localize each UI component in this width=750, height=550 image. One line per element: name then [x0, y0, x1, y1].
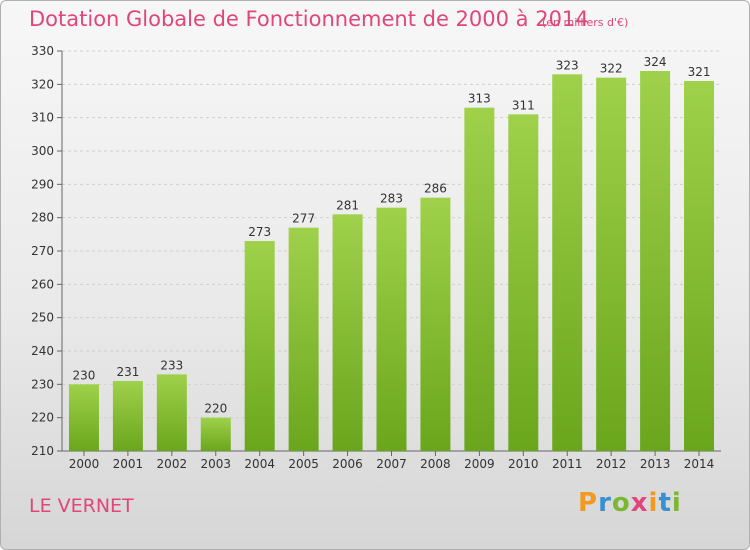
x-tick-label: 2013 [640, 457, 671, 471]
x-tick-label: 2014 [684, 457, 715, 471]
logo-letter: P [578, 488, 599, 518]
data-label: 231 [116, 365, 139, 379]
x-tick-label: 2000 [69, 457, 100, 471]
data-label: 233 [160, 358, 183, 372]
x-tick-label: 2009 [464, 457, 495, 471]
y-tick-label: 280 [31, 211, 54, 225]
y-tick-label: 320 [31, 77, 54, 91]
data-labels: 230 231 233 220 273 277 281 283 286 313 311 323 322 3… [73, 55, 711, 416]
bar-2012 [596, 77, 627, 452]
data-label: 321 [688, 65, 711, 79]
bar-2014 [684, 81, 715, 451]
data-label: 220 [204, 402, 227, 416]
bar-2013 [640, 71, 671, 451]
bars [68, 71, 715, 452]
x-tick-label: 2005 [288, 457, 319, 471]
logo-letter: r [598, 488, 612, 518]
logo-letter: o [611, 488, 631, 518]
x-tick-label: 2011 [552, 457, 583, 471]
data-label: 277 [292, 212, 315, 226]
y-tick-label: 330 [31, 44, 54, 58]
logo-letter: i [671, 488, 682, 518]
data-label: 322 [600, 62, 623, 76]
bar-2010 [508, 114, 539, 451]
x-tick-label: 2012 [596, 457, 627, 471]
bar-2008 [420, 197, 451, 451]
x-tick-label: 2010 [508, 457, 539, 471]
bar-2009 [464, 107, 495, 452]
data-label: 323 [556, 58, 579, 72]
y-tick-label: 210 [31, 444, 54, 458]
logo-letter: x [630, 488, 649, 518]
data-label: 230 [73, 368, 96, 382]
bar-2003 [200, 417, 231, 451]
y-tick-label: 260 [31, 277, 54, 291]
bar-2004 [244, 241, 275, 451]
x-tick-label: 2007 [376, 457, 407, 471]
x-tick-label: 2002 [157, 457, 188, 471]
bar-2007 [376, 207, 407, 451]
bar-2011 [552, 74, 583, 451]
y-tick-label: 290 [31, 177, 54, 191]
y-tick-label: 220 [31, 411, 54, 425]
data-label: 286 [424, 182, 447, 196]
data-label: 311 [512, 98, 535, 112]
logo-letter: i [648, 488, 659, 518]
chart-unit: (en milliers d'€) [542, 16, 629, 29]
proxiti-logo: Proxiti [578, 488, 682, 518]
y-tick-label: 230 [31, 377, 54, 391]
y-tick-label: 310 [31, 111, 54, 125]
logo-letter: t [658, 488, 672, 518]
data-label: 273 [248, 225, 271, 239]
bar-2002 [156, 374, 187, 451]
place-name: LE VERNET [29, 495, 134, 517]
data-label: 281 [336, 198, 359, 212]
bar-2006 [332, 214, 363, 451]
y-tick-label: 240 [31, 344, 54, 358]
bar-2000 [68, 384, 99, 451]
x-tick-label: 2006 [332, 457, 363, 471]
x-tick-label: 2001 [113, 457, 144, 471]
bar-2005 [288, 227, 319, 451]
x-tick-label: 2003 [200, 457, 231, 471]
data-label: 283 [380, 192, 403, 206]
x-tick-label: 2008 [420, 457, 451, 471]
y-tick-label: 300 [31, 144, 54, 158]
bar-2001 [112, 381, 143, 451]
x-tick-label: 2004 [244, 457, 275, 471]
chart-title: Dotation Globale de Fonctionnement de 20… [29, 7, 589, 31]
y-tick-label: 270 [31, 244, 54, 258]
data-label: 324 [644, 55, 667, 69]
data-label: 313 [468, 92, 491, 106]
y-tick-label: 250 [31, 311, 54, 325]
